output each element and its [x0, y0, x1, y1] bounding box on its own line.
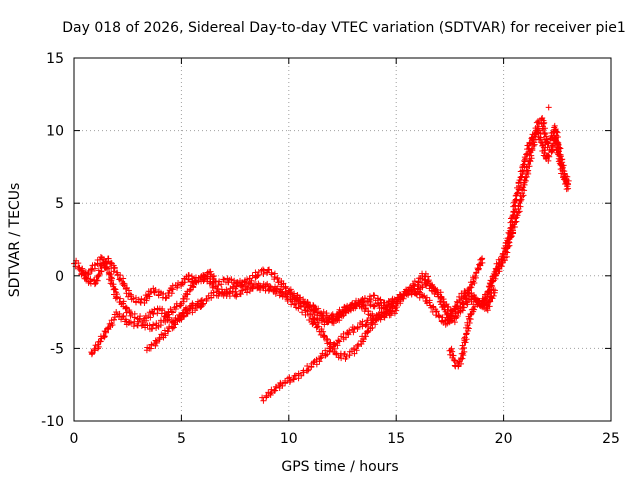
y-tick-label: -5	[50, 341, 64, 357]
y-axis-label: SDTVAR / TECUs	[7, 183, 23, 298]
series-track-c	[88, 255, 486, 358]
x-tick-label: 20	[495, 431, 513, 447]
grid-layer	[74, 58, 611, 421]
tick-layer	[73, 57, 612, 422]
series-markers	[306, 305, 400, 362]
series-track-d	[143, 299, 206, 354]
x-tick-label: 10	[280, 431, 298, 447]
series-markers	[143, 299, 206, 354]
series-track-a	[71, 127, 572, 328]
y-tick-label: 10	[46, 124, 64, 140]
y-tick-label: -10	[41, 414, 64, 430]
x-tick-label: 25	[602, 431, 620, 447]
data-layer	[71, 104, 572, 404]
label-layer: 0 5 10 15 20 25 -10 -5 0 5 10 15	[41, 51, 620, 447]
series-track-g	[446, 286, 499, 370]
outlier-point	[545, 104, 552, 111]
series-markers	[88, 255, 486, 358]
series-markers	[446, 286, 499, 370]
y-tick-label: 15	[46, 51, 64, 67]
chart-title: Day 018 of 2026, Sidereal Day-to-day VTE…	[62, 20, 626, 36]
x-axis-label: GPS time / hours	[281, 459, 398, 475]
y-tick-label: 0	[55, 269, 64, 285]
series-markers	[71, 127, 572, 328]
x-tick-label: 0	[70, 431, 79, 447]
series-markers	[78, 115, 572, 327]
x-tick-label: 5	[177, 431, 186, 447]
series-track-b	[78, 115, 572, 327]
x-tick-label: 15	[387, 431, 405, 447]
y-tick-label: 5	[55, 196, 64, 212]
series-track-f	[306, 305, 400, 362]
plot-frame	[73, 57, 612, 422]
